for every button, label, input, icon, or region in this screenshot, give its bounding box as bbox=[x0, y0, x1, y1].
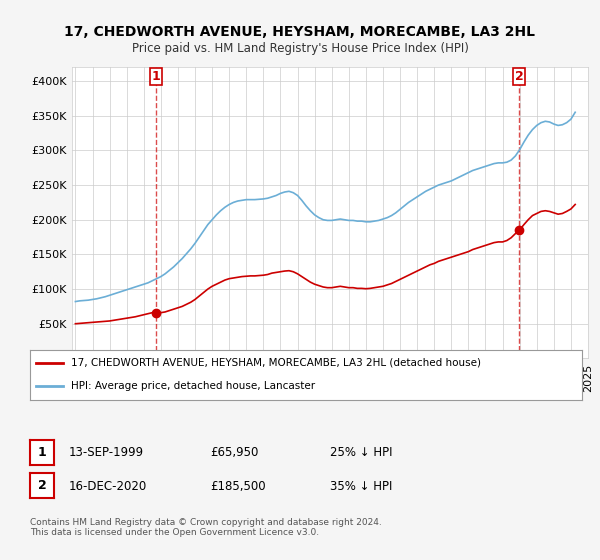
Text: HPI: Average price, detached house, Lancaster: HPI: Average price, detached house, Lanc… bbox=[71, 381, 316, 391]
Text: 2: 2 bbox=[38, 479, 46, 492]
Text: 1: 1 bbox=[38, 446, 46, 459]
Text: 2: 2 bbox=[515, 70, 523, 83]
Text: 16-DEC-2020: 16-DEC-2020 bbox=[69, 479, 147, 493]
Text: 1: 1 bbox=[152, 70, 160, 83]
Text: 17, CHEDWORTH AVENUE, HEYSHAM, MORECAMBE, LA3 2HL (detached house): 17, CHEDWORTH AVENUE, HEYSHAM, MORECAMBE… bbox=[71, 358, 481, 367]
Text: £185,500: £185,500 bbox=[210, 479, 266, 493]
Text: 35% ↓ HPI: 35% ↓ HPI bbox=[330, 479, 392, 493]
Text: Contains HM Land Registry data © Crown copyright and database right 2024.
This d: Contains HM Land Registry data © Crown c… bbox=[30, 518, 382, 538]
Text: 25% ↓ HPI: 25% ↓ HPI bbox=[330, 446, 392, 459]
Text: 13-SEP-1999: 13-SEP-1999 bbox=[69, 446, 144, 459]
Text: £65,950: £65,950 bbox=[210, 446, 259, 459]
Text: 17, CHEDWORTH AVENUE, HEYSHAM, MORECAMBE, LA3 2HL: 17, CHEDWORTH AVENUE, HEYSHAM, MORECAMBE… bbox=[65, 25, 536, 39]
Text: Price paid vs. HM Land Registry's House Price Index (HPI): Price paid vs. HM Land Registry's House … bbox=[131, 42, 469, 55]
